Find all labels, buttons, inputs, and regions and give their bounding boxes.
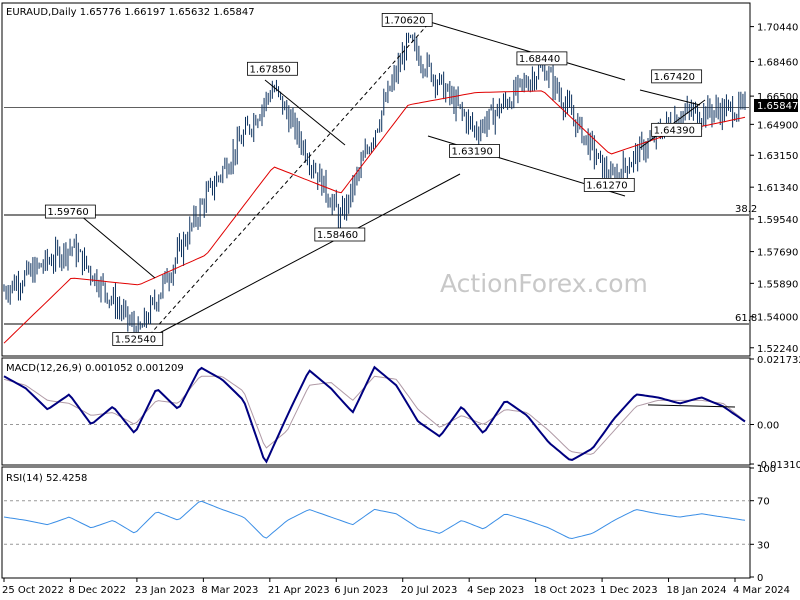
x-tick-label: 23 Jan 2023 (135, 585, 195, 596)
axis-layer: 1.70440 1.68460 1.66500 1.64900 1.63150 1.613… (2, 23, 800, 596)
annotation-label: 1.61270 (586, 180, 627, 191)
macd-trendline (647, 404, 736, 408)
price-panel-frame (1, 2, 751, 357)
price-layer: 38.2 61.8 (3, 21, 757, 346)
annotation-box (44, 204, 96, 219)
trendline (79, 214, 156, 279)
annotation-box (314, 227, 366, 242)
x-tick-label: 8 Dec 2022 (68, 585, 126, 596)
annotation-box (112, 332, 164, 346)
price-y-tick-label: 1.64900 (757, 120, 798, 131)
x-tick-label: 18 Oct 2023 (534, 585, 596, 596)
rsi-y-tick-label: 30 (757, 540, 770, 551)
annotation: 1.58460 (314, 227, 366, 242)
price-y-tick-label: 1.55890 (757, 279, 798, 290)
price-y-tick-label: 1.54000 (757, 313, 798, 324)
x-tick-label: 8 Mar 2023 (201, 585, 258, 596)
price-y-tick-label: 1.59540 (757, 215, 798, 226)
annotation: 1.67420 (651, 69, 703, 84)
macd-line (3, 365, 746, 464)
trendline (144, 21, 431, 341)
trendline (429, 21, 626, 81)
annotation: 1.64390 (651, 122, 703, 137)
macd-y-tick-label: 0.021732 (757, 355, 800, 366)
macd-panel-frame (1, 357, 751, 466)
x-tick-label: 1 Dec 2023 (600, 585, 658, 596)
x-tick-label: 25 Oct 2022 (2, 585, 64, 596)
rsi-y-tick-label: 70 (757, 497, 770, 508)
price-y-tick-label: 1.63150 (757, 151, 798, 162)
rsi-line (3, 500, 746, 540)
annotation-label: 1.67850 (249, 64, 290, 75)
trendline (149, 173, 461, 339)
price-y-tick-label: 1.52240 (757, 344, 798, 355)
rsi-y-tick-label: 0 (757, 573, 763, 584)
watermark: ActionForex.com (440, 269, 648, 298)
price-y-tick-label: 1.70440 (757, 23, 798, 34)
macd-y-tick-label: -0.013108 (757, 460, 800, 471)
price-y-tick-label: 1.57690 (757, 248, 798, 259)
annotation-label: 1.59760 (47, 207, 88, 218)
x-tick-label: 18 Jan 2024 (667, 585, 727, 596)
rsi-title: RSI(14) 52.4258 (6, 473, 87, 484)
annotation: 1.67850 (247, 61, 298, 76)
moving-average-line (3, 90, 746, 344)
annotation-label: 1.52540 (115, 334, 156, 345)
annotation: 1.59760 (44, 204, 96, 219)
annotation: 1.63190 (449, 144, 500, 158)
macd-layer (3, 365, 749, 464)
annotation: 1.68440 (516, 51, 568, 66)
price-y-tick-label: 1.68460 (757, 58, 798, 69)
x-tick-label: 20 Jul 2023 (401, 585, 458, 596)
x-tick-label: 21 Apr 2023 (268, 585, 330, 596)
trendline (639, 89, 701, 106)
x-tick-label: 6 Jun 2023 (334, 585, 388, 596)
annotation-box (583, 178, 635, 192)
macd-title: MACD(12,26,9) 0.001052 0.001209 (6, 363, 184, 374)
annotation: 1.70620 (381, 13, 433, 27)
macd-y-tick-label: 0.00 (757, 421, 779, 432)
price-y-tick-label: 1.61340 (757, 183, 798, 194)
annotation-box (651, 69, 703, 84)
annotation-box (516, 51, 568, 66)
trendline (264, 79, 346, 146)
label-layer: 1.70620 1.67850 1.68440 1.67420 1.64390 1.631… (44, 13, 703, 346)
price-title: EURAUD,Daily 1.65776 1.66197 1.65632 1.6… (6, 7, 255, 18)
annotation-label: 1.70620 (384, 15, 425, 26)
x-tick-label: 4 Sep 2023 (467, 585, 524, 596)
annotation-box (381, 13, 433, 27)
annotation: 1.61270 (583, 178, 635, 192)
annotation-label: 1.58460 (317, 230, 358, 241)
rsi-layer (3, 500, 749, 545)
annotation-label: 1.64390 (654, 125, 695, 136)
price-y-tick-label: 1.66500 (757, 92, 798, 103)
annotation-box (247, 61, 298, 76)
current-price-marker: 1.65847 (754, 99, 798, 112)
fib-level-label: 61.8 (735, 313, 757, 324)
price-bars (3, 32, 746, 346)
annotation-label: 1.63190 (452, 147, 493, 158)
annotation: 1.52540 (112, 332, 164, 346)
current-price-label: 1.65847 (757, 101, 798, 112)
fib-level-label: 38.2 (735, 204, 757, 215)
rsi-panel-frame (1, 466, 751, 579)
annotation-label: 1.68440 (519, 54, 560, 65)
rsi-y-tick-label: 100 (757, 464, 776, 475)
x-tick-label: 4 Mar 2024 (733, 585, 790, 596)
annotation-label: 1.67420 (654, 72, 695, 83)
macd-signal-line (3, 375, 746, 455)
annotation-box (651, 122, 703, 137)
annotation-box (449, 144, 500, 158)
